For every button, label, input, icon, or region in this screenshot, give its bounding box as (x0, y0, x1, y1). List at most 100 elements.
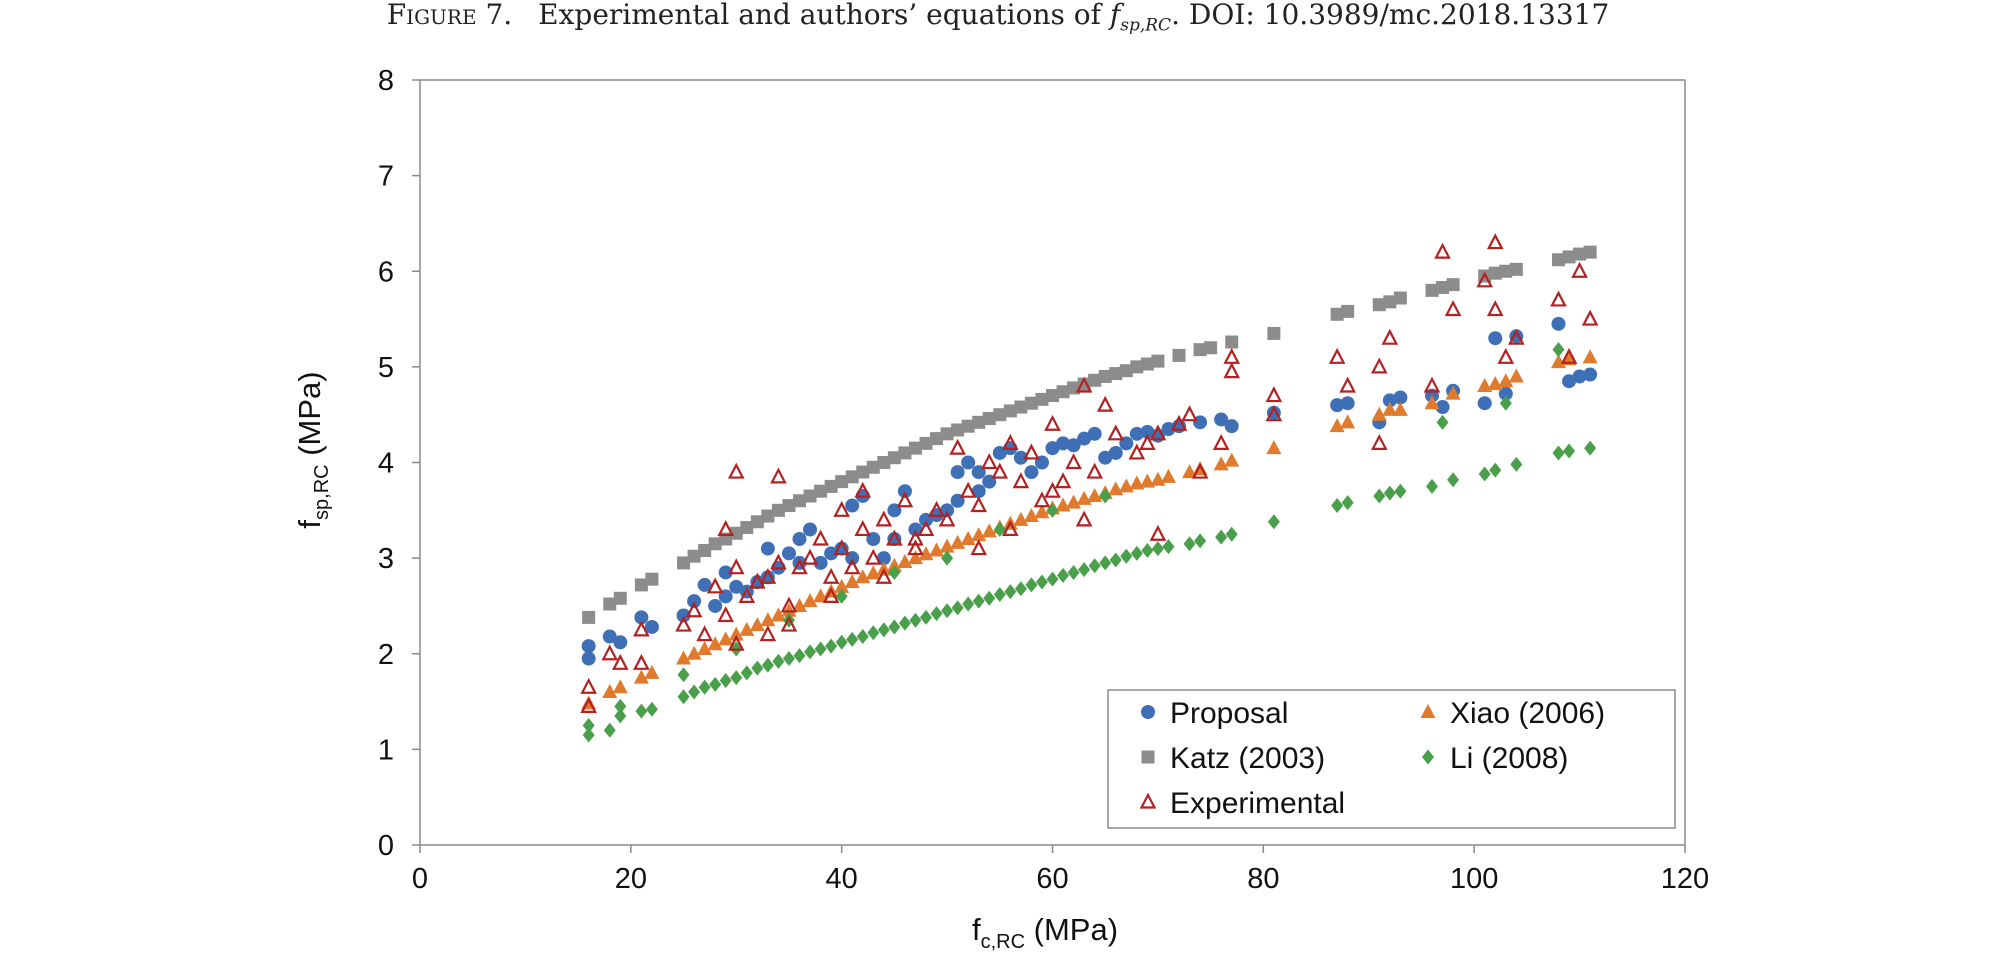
point-li-2008 (1584, 440, 1597, 456)
point-proposal (760, 570, 775, 585)
point-experimental (864, 548, 882, 565)
point-xiao-2006 (1213, 456, 1229, 471)
point-proposal (961, 455, 976, 470)
point-xiao-2006 (886, 557, 902, 572)
point-li-2008 (1035, 574, 1048, 590)
point-proposal (1066, 438, 1081, 453)
point-proposal (792, 532, 807, 546)
point-experimental (1075, 510, 1093, 527)
point-li-2008 (1194, 533, 1207, 549)
point-proposal (1013, 450, 1028, 465)
point-katz-2003 (1193, 343, 1207, 357)
point-proposal (687, 594, 702, 609)
point-proposal (697, 577, 712, 592)
point-katz-2003 (1446, 278, 1460, 292)
point-xiao-2006 (1445, 385, 1461, 400)
point-xiao-2006 (602, 684, 618, 698)
point-katz-2003 (771, 503, 785, 517)
x-tick-label: 120 (1661, 863, 1709, 895)
point-proposal (581, 639, 596, 654)
point-xiao-2006 (792, 597, 807, 612)
point-li-2008 (782, 651, 795, 667)
point-katz-2003 (1425, 283, 1439, 297)
point-xiao-2006 (1066, 494, 1082, 509)
point-katz-2003 (645, 572, 659, 586)
point-katz-2003 (1172, 348, 1186, 362)
point-proposal (803, 522, 818, 537)
point-experimental (886, 529, 903, 546)
point-experimental (833, 539, 850, 556)
point-katz-2003 (908, 441, 922, 455)
caption-symbol-main: f (1109, 0, 1121, 31)
point-experimental (1444, 300, 1462, 317)
point-li-2008 (761, 657, 774, 673)
point-proposal (1087, 426, 1102, 441)
point-katz-2003 (1035, 392, 1049, 406)
x-tick-label: 60 (1036, 863, 1068, 895)
point-experimental (738, 586, 756, 603)
x-tick-label: 80 (1247, 863, 1279, 895)
point-xiao-2006 (1508, 368, 1524, 383)
point-experimental (938, 510, 956, 527)
point-katz-2003 (1573, 247, 1587, 261)
point-li-2008 (835, 634, 848, 650)
x-axis-title-unit: (MPa) (1025, 912, 1118, 947)
point-proposal (644, 619, 659, 634)
point-katz-2003 (1056, 385, 1070, 399)
point-xiao-2006 (1382, 401, 1398, 416)
point-experimental (770, 553, 787, 570)
point-xiao-2006 (1129, 475, 1145, 490)
point-proposal (1572, 369, 1587, 384)
point-proposal (602, 629, 617, 644)
point-katz-2003 (930, 432, 944, 446)
point-xiao-2006 (950, 534, 966, 549)
point-li-2008 (941, 550, 954, 566)
point-experimental (833, 500, 850, 517)
point-experimental (611, 653, 629, 670)
point-li-2008 (877, 622, 890, 638)
point-li-2008 (688, 684, 701, 700)
x-tick-label: 100 (1450, 863, 1498, 895)
legend-marker-triangle-open (1139, 792, 1157, 809)
point-experimental (1170, 414, 1188, 431)
point-proposal (940, 503, 955, 518)
legend-marker-diamond (1422, 749, 1434, 765)
point-katz-2003 (634, 578, 648, 592)
point-li-2008 (677, 689, 690, 705)
point-li-2008 (1099, 488, 1112, 504)
point-li-2008 (814, 641, 827, 657)
point-xiao-2006 (1150, 471, 1166, 486)
point-katz-2003 (982, 412, 996, 426)
point-katz-2003 (729, 526, 743, 540)
point-li-2008 (1014, 581, 1027, 597)
y-tick-label: 3 (378, 543, 394, 575)
point-xiao-2006 (1498, 373, 1514, 388)
point-proposal (1108, 445, 1123, 460)
point-katz-2003 (845, 470, 859, 484)
point-xiao-2006 (728, 626, 744, 641)
point-xiao-2006 (1266, 440, 1282, 455)
point-xiao-2006 (1582, 349, 1598, 364)
point-experimental (1149, 524, 1167, 541)
point-katz-2003 (814, 484, 828, 498)
point-experimental (1560, 347, 1578, 364)
legend: Proposal Xiao (2006) Katz (2003) Li (2008) E… (1107, 689, 1676, 829)
y-axis-title-sub: sp,RC (311, 464, 333, 520)
point-experimental (917, 520, 935, 537)
point-experimental (1002, 520, 1019, 537)
point-katz-2003 (1488, 266, 1502, 280)
figure-caption: Figure 7. Experimental and authors’ equat… (0, 0, 1996, 50)
point-li-2008 (867, 625, 880, 641)
point-xiao-2006 (633, 669, 649, 684)
point-li-2008 (1183, 536, 1196, 552)
point-xiao-2006 (612, 679, 628, 694)
point-katz-2003 (877, 456, 891, 469)
point-li-2008 (1057, 567, 1070, 583)
point-proposal (750, 575, 765, 590)
point-experimental (1223, 347, 1241, 364)
point-li-2008 (645, 701, 658, 717)
point-katz-2003 (708, 537, 722, 551)
x-tick-label: 40 (826, 863, 858, 895)
point-xiao-2006 (918, 546, 934, 561)
